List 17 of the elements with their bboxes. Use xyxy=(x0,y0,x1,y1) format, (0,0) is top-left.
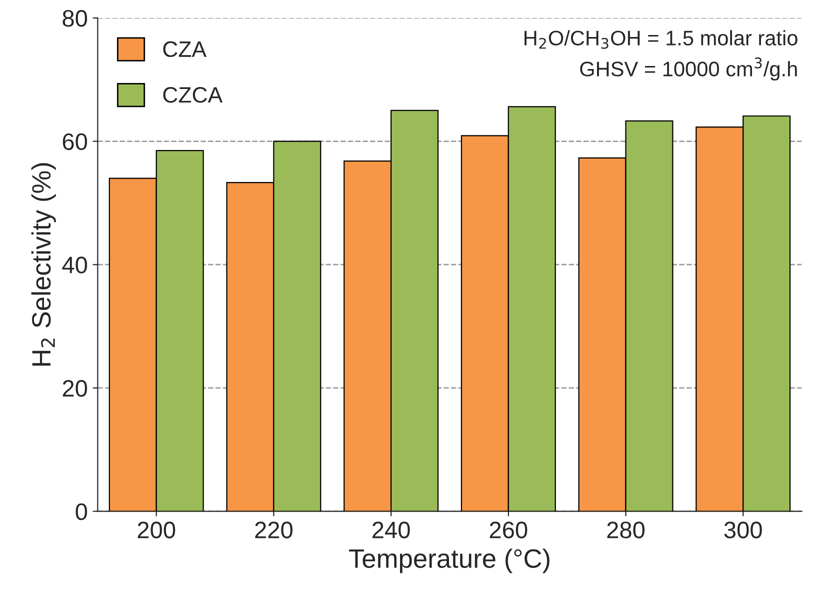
annotation: H$_{2}$O/CH$_{3}$OH = 1.5 molar ratio xyxy=(524,30,798,49)
y-tick-label: 80 xyxy=(62,10,88,27)
y-tick-label: 40 xyxy=(62,256,88,274)
y-tick-label: 0 xyxy=(76,503,88,520)
legend-label: CZCA xyxy=(163,87,223,103)
x-tick-label: 240 xyxy=(372,522,410,538)
x-tick-label: 200 xyxy=(138,522,176,538)
x-axis-title: Temperature (°C) xyxy=(349,548,550,574)
annotation: GHSV = 10000 cm$^{3}$/g.h xyxy=(580,57,797,81)
x-tick-label: 260 xyxy=(490,522,528,538)
x-tick-label: 220 xyxy=(255,522,292,538)
x-tick-label: 300 xyxy=(724,522,762,538)
legend-label: CZA xyxy=(163,41,207,58)
x-tick-label: 280 xyxy=(607,522,645,538)
y-axis-title: H$_{2}$ Selectivity (%) xyxy=(31,163,56,366)
y-tick-label: 60 xyxy=(62,133,88,150)
y-tick-label: 20 xyxy=(62,380,88,397)
